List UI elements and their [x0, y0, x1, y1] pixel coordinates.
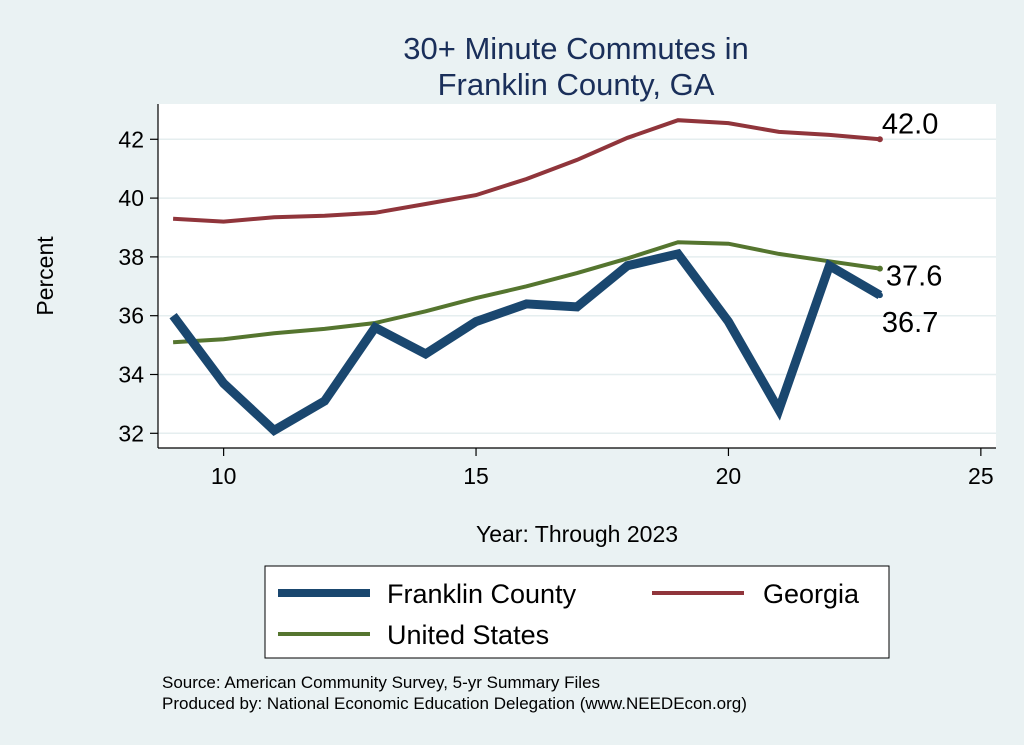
y-tick-label-38: 38	[118, 244, 144, 270]
axes: 32 34 36 38 40 42 10 15 20 25	[118, 104, 996, 489]
series-line-united-states	[172, 240, 881, 345]
chart-title-line-2: Franklin County, GA	[438, 67, 715, 102]
legend-label-franklin-county: Franklin County	[387, 579, 577, 609]
x-tick-label-15: 15	[463, 463, 489, 489]
end-label-georgia: 42.0	[882, 108, 938, 140]
x-tick-label-10: 10	[211, 463, 237, 489]
series-line-franklin-county	[169, 248, 883, 436]
y-tick-label-36: 36	[118, 303, 144, 329]
series-lines	[169, 118, 883, 436]
y-tick-label-32: 32	[118, 420, 144, 446]
y-axis-label: Percent	[32, 236, 58, 316]
source-note: Source: American Community Survey, 5-yr …	[162, 673, 600, 692]
legend-box	[264, 565, 890, 659]
end-marker-franklin-county	[876, 292, 883, 299]
legend-label-georgia: Georgia	[763, 579, 860, 609]
gridlines	[158, 138, 996, 435]
series-line-georgia	[172, 118, 881, 224]
x-tick-label-25: 25	[968, 463, 994, 489]
plot-area	[158, 104, 996, 448]
y-tick-label-34: 34	[118, 361, 144, 387]
y-tick-label-40: 40	[118, 185, 144, 211]
end-label-united-states: 37.6	[886, 261, 942, 293]
end-marker-georgia	[876, 136, 883, 143]
x-tick-label-20: 20	[716, 463, 742, 489]
legend-label-united-states: United States	[387, 620, 549, 650]
y-tick-label-42: 42	[118, 126, 144, 152]
chart-title-line-1: 30+ Minute Commutes in	[403, 31, 748, 66]
end-marker-united-states	[876, 265, 883, 272]
end-labels: 36.7 42.0 37.6	[882, 108, 942, 339]
produced-by-note: Produced by: National Economic Education…	[162, 694, 747, 713]
end-label-franklin-county: 36.7	[882, 307, 938, 339]
x-axis-label: Year: Through 2023	[476, 521, 678, 547]
